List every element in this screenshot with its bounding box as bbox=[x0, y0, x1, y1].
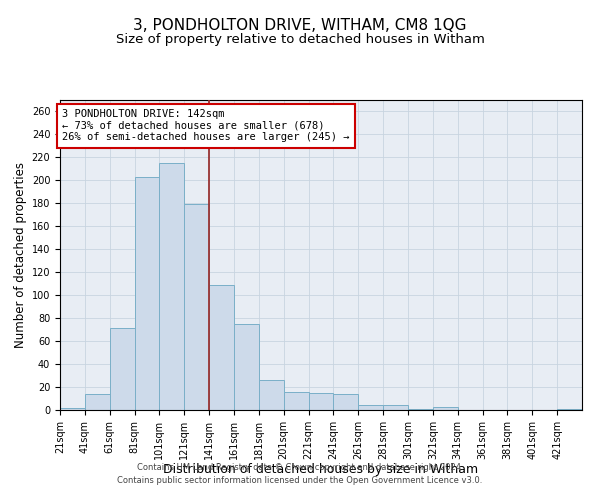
Bar bbox=[308, 393, 334, 410]
Bar bbox=[209, 285, 234, 410]
Bar bbox=[259, 380, 284, 410]
Bar bbox=[184, 204, 209, 410]
Text: Contains HM Land Registry data © Crown copyright and database right 2024.: Contains HM Land Registry data © Crown c… bbox=[137, 464, 463, 472]
Bar bbox=[234, 324, 259, 410]
Bar bbox=[110, 328, 134, 410]
Text: 3 PONDHOLTON DRIVE: 142sqm
← 73% of detached houses are smaller (678)
26% of sem: 3 PONDHOLTON DRIVE: 142sqm ← 73% of deta… bbox=[62, 109, 350, 142]
Bar bbox=[408, 409, 433, 410]
Bar bbox=[383, 406, 408, 410]
Text: Size of property relative to detached houses in Witham: Size of property relative to detached ho… bbox=[116, 32, 484, 46]
Y-axis label: Number of detached properties: Number of detached properties bbox=[14, 162, 28, 348]
Bar bbox=[334, 394, 358, 410]
Bar bbox=[134, 177, 160, 410]
Bar bbox=[160, 163, 184, 410]
Bar bbox=[358, 406, 383, 410]
Bar bbox=[284, 392, 308, 410]
Bar bbox=[433, 406, 458, 410]
X-axis label: Distribution of detached houses by size in Witham: Distribution of detached houses by size … bbox=[163, 464, 479, 476]
Bar bbox=[557, 409, 582, 410]
Text: 3, PONDHOLTON DRIVE, WITHAM, CM8 1QG: 3, PONDHOLTON DRIVE, WITHAM, CM8 1QG bbox=[133, 18, 467, 32]
Bar bbox=[85, 394, 110, 410]
Bar bbox=[60, 408, 85, 410]
Text: Contains public sector information licensed under the Open Government Licence v3: Contains public sector information licen… bbox=[118, 476, 482, 485]
